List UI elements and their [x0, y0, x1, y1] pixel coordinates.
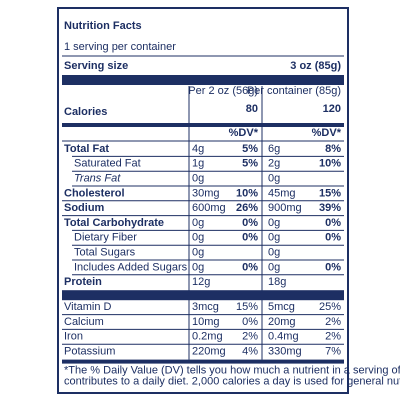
amount: 0g: [192, 173, 204, 185]
amount: 0g: [268, 261, 280, 273]
daily-value: 2%: [242, 331, 258, 343]
servings: 1 serving per container: [64, 41, 176, 53]
daily-value: 0%: [242, 217, 258, 229]
nutrient-name: Calcium: [64, 316, 104, 328]
amount: 900mg: [268, 202, 302, 214]
amount: 0g: [192, 232, 204, 244]
daily-value: 7%: [325, 346, 341, 358]
nutrient-name: Potassium: [64, 346, 115, 358]
nutrient-name: Includes Added Sugars: [74, 261, 188, 273]
serving-size-label: Serving size: [64, 60, 128, 72]
nutrient-name: Cholesterol: [64, 187, 125, 199]
nutrient-name: Total Sugars: [74, 247, 136, 259]
amount: 600mg: [192, 202, 226, 214]
serving-size-value: 3 oz (85g): [290, 60, 341, 72]
nutrient-name: Total Fat: [64, 143, 109, 155]
medium-bar: [62, 359, 344, 364]
nutrient-name: Iron: [64, 331, 83, 343]
calories-label: Calories: [64, 106, 107, 118]
daily-value: 0%: [242, 232, 258, 244]
daily-value: 26%: [236, 202, 258, 214]
footnote: *The % Daily Value (DV) tells you how mu…: [64, 365, 400, 377]
amount: 0g: [268, 173, 280, 185]
amount: 0g: [192, 247, 204, 259]
amount: 1g: [192, 158, 204, 170]
amount: 0g: [268, 217, 280, 229]
daily-value: 5%: [242, 143, 258, 155]
title: Nutrition Facts: [64, 20, 142, 32]
nutrient-name: Total Carbohydrate: [64, 217, 164, 229]
amount: 0.4mg: [268, 331, 299, 343]
amount: 3mcg: [192, 301, 219, 313]
daily-value: 10%: [319, 158, 341, 170]
column-header: Per 2 oz (56g): [188, 85, 258, 97]
daily-value: 0%: [242, 261, 258, 273]
daily-value: 0%: [242, 316, 258, 328]
dv-header: %DV*: [229, 127, 259, 139]
amount: 0g: [268, 232, 280, 244]
amount: 10mg: [192, 316, 220, 328]
thick-bar: [62, 290, 344, 301]
amount: 0g: [268, 247, 280, 259]
footnote: contributes to a daily diet. 2,000 calor…: [64, 376, 400, 388]
amount: 0g: [192, 217, 204, 229]
amount: 20mg: [268, 316, 296, 328]
daily-value: 0%: [325, 232, 341, 244]
calories-value: 80: [246, 103, 258, 115]
daily-value: 8%: [325, 143, 341, 155]
amount: 220mg: [192, 346, 226, 358]
nutrient-name: Protein: [64, 276, 102, 288]
daily-value: 15%: [236, 301, 258, 313]
daily-value: 25%: [319, 301, 341, 313]
amount: 12g: [192, 276, 210, 288]
amount: 0g: [192, 261, 204, 273]
amount: 6g: [268, 143, 280, 155]
amount: 0.2mg: [192, 331, 223, 343]
nutrient-name: Saturated Fat: [74, 158, 141, 170]
nutrient-name: Dietary Fiber: [74, 232, 137, 244]
daily-value: 0%: [325, 261, 341, 273]
amount: 330mg: [268, 346, 302, 358]
amount: 2g: [268, 158, 280, 170]
dv-header: %DV*: [312, 127, 342, 139]
nutrient-name: Vitamin D: [64, 301, 112, 313]
medium-bar: [62, 123, 344, 127]
amount: 5mcg: [268, 301, 295, 313]
daily-value: 5%: [242, 158, 258, 170]
calories-value: 120: [323, 103, 341, 115]
daily-value: 4%: [242, 346, 258, 358]
column-header: Per container (85g): [247, 85, 341, 97]
daily-value: 15%: [319, 187, 341, 199]
amount: 4g: [192, 143, 204, 155]
nutrient-name: Trans Fat: [74, 173, 121, 185]
nutrient-name: Sodium: [64, 202, 105, 214]
amount: 18g: [268, 276, 286, 288]
daily-value: 2%: [325, 331, 341, 343]
daily-value: 10%: [236, 187, 258, 199]
amount: 30mg: [192, 187, 220, 199]
daily-value: 0%: [325, 217, 341, 229]
amount: 45mg: [268, 187, 296, 199]
daily-value: 39%: [319, 202, 341, 214]
daily-value: 2%: [325, 316, 341, 328]
thick-bar: [62, 75, 344, 85]
